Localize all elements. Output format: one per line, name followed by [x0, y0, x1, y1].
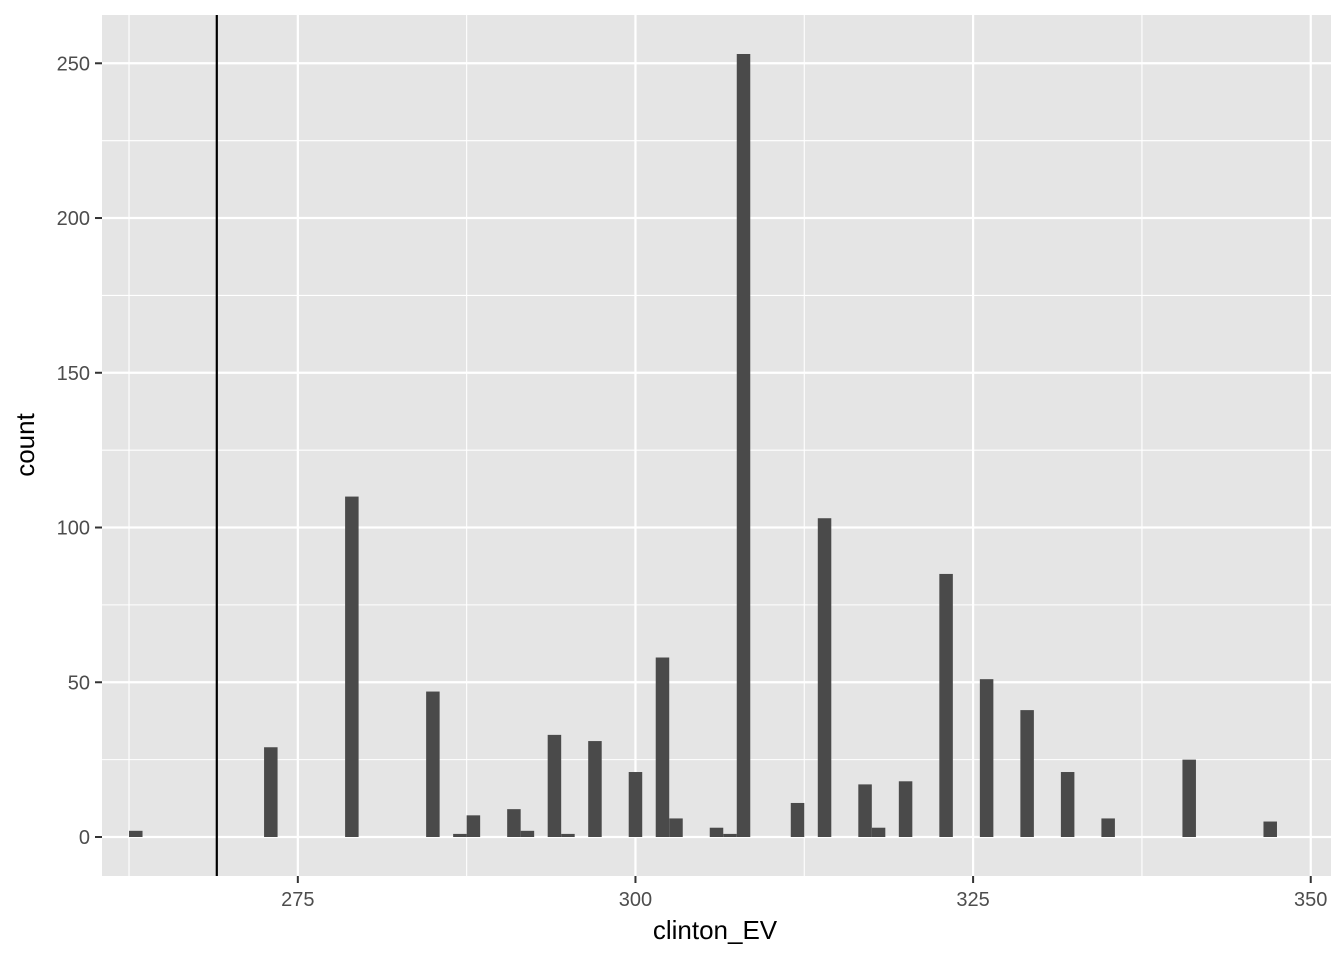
x-tick-label: 275 — [281, 889, 314, 911]
histogram-bar — [1182, 760, 1196, 837]
histogram-bar — [1061, 772, 1075, 837]
histogram-bar — [1020, 710, 1034, 837]
histogram-bar — [656, 658, 670, 838]
y-tick-label: 250 — [57, 53, 90, 75]
histogram-bar — [1101, 818, 1115, 837]
y-tick-label: 50 — [68, 672, 90, 694]
histogram-bar — [426, 692, 440, 837]
histogram-bar — [939, 574, 953, 837]
histogram-bar — [1263, 822, 1277, 837]
histogram-bar — [264, 747, 278, 837]
histogram-bar — [467, 815, 481, 837]
histogram-bar — [723, 834, 737, 837]
histogram-bar — [791, 803, 805, 837]
histogram-bar — [669, 818, 683, 837]
y-axis: 0 50 100 150 200 250 — [57, 53, 102, 849]
histogram-bar — [858, 784, 872, 837]
histogram-bar — [899, 781, 913, 837]
x-axis-title: clinton_EV — [653, 915, 778, 945]
histogram-bar — [980, 679, 994, 837]
histogram-bar — [737, 54, 751, 837]
histogram-bar — [588, 741, 602, 837]
histogram-bar — [453, 834, 467, 837]
y-tick-label: 200 — [57, 208, 90, 230]
histogram-bar — [561, 834, 575, 837]
x-tick-label: 350 — [1294, 889, 1327, 911]
y-tick-label: 150 — [57, 363, 90, 385]
histogram-bar — [629, 772, 643, 837]
histogram-bar — [507, 809, 521, 837]
histogram-bar — [710, 828, 724, 837]
histogram-bar — [548, 735, 562, 837]
y-tick-label: 0 — [79, 827, 90, 849]
histogram-bar — [129, 831, 143, 837]
histogram-bar — [818, 518, 832, 837]
x-axis: 275 300 325 350 — [281, 876, 1327, 911]
x-tick-label: 300 — [619, 889, 652, 911]
histogram-bar — [521, 831, 535, 837]
x-tick-label: 325 — [956, 889, 989, 911]
plot-panel — [102, 15, 1331, 876]
y-tick-label: 100 — [57, 518, 90, 540]
y-axis-title: count — [10, 412, 40, 476]
histogram-bar — [872, 828, 886, 837]
histogram-bar — [345, 497, 359, 837]
